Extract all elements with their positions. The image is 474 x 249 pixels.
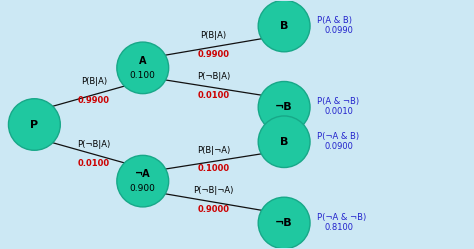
Text: 0.0100: 0.0100	[197, 91, 229, 100]
Text: 0.0010: 0.0010	[324, 107, 353, 116]
Text: A: A	[139, 56, 146, 66]
Text: P(¬B|A): P(¬B|A)	[197, 72, 230, 81]
Ellipse shape	[258, 197, 310, 249]
Ellipse shape	[258, 116, 310, 168]
Text: 0.8100: 0.8100	[324, 223, 353, 232]
Text: 0.9900: 0.9900	[78, 96, 110, 105]
Text: P(¬A & B): P(¬A & B)	[317, 132, 359, 141]
Text: P(B|A): P(B|A)	[81, 77, 107, 86]
Ellipse shape	[258, 0, 310, 52]
Text: ¬B: ¬B	[275, 218, 293, 228]
Text: P(¬B|A): P(¬B|A)	[77, 140, 110, 149]
Text: B: B	[280, 21, 288, 31]
Text: 0.1000: 0.1000	[197, 164, 229, 173]
Text: P(A & B): P(A & B)	[317, 16, 352, 25]
Ellipse shape	[117, 42, 169, 94]
Text: B: B	[280, 137, 288, 147]
Text: 0.100: 0.100	[130, 71, 155, 80]
Text: 0.900: 0.900	[130, 184, 155, 193]
Text: P: P	[30, 120, 38, 129]
Text: P(¬B|¬A): P(¬B|¬A)	[193, 186, 234, 195]
Text: 0.9000: 0.9000	[198, 205, 229, 214]
Text: 0.0900: 0.0900	[324, 142, 353, 151]
Text: ¬B: ¬B	[275, 102, 293, 112]
Text: P(B|A): P(B|A)	[201, 31, 227, 40]
Text: 0.0100: 0.0100	[78, 159, 110, 168]
Text: ¬A: ¬A	[135, 169, 151, 179]
Ellipse shape	[9, 99, 60, 150]
Text: P(B|¬A): P(B|¬A)	[197, 145, 230, 155]
Text: P(¬A & ¬B): P(¬A & ¬B)	[317, 213, 366, 222]
Text: 0.9900: 0.9900	[198, 50, 229, 59]
Ellipse shape	[117, 155, 169, 207]
Text: P(A & ¬B): P(A & ¬B)	[317, 97, 359, 106]
Ellipse shape	[258, 81, 310, 133]
Text: 0.0990: 0.0990	[324, 26, 353, 35]
